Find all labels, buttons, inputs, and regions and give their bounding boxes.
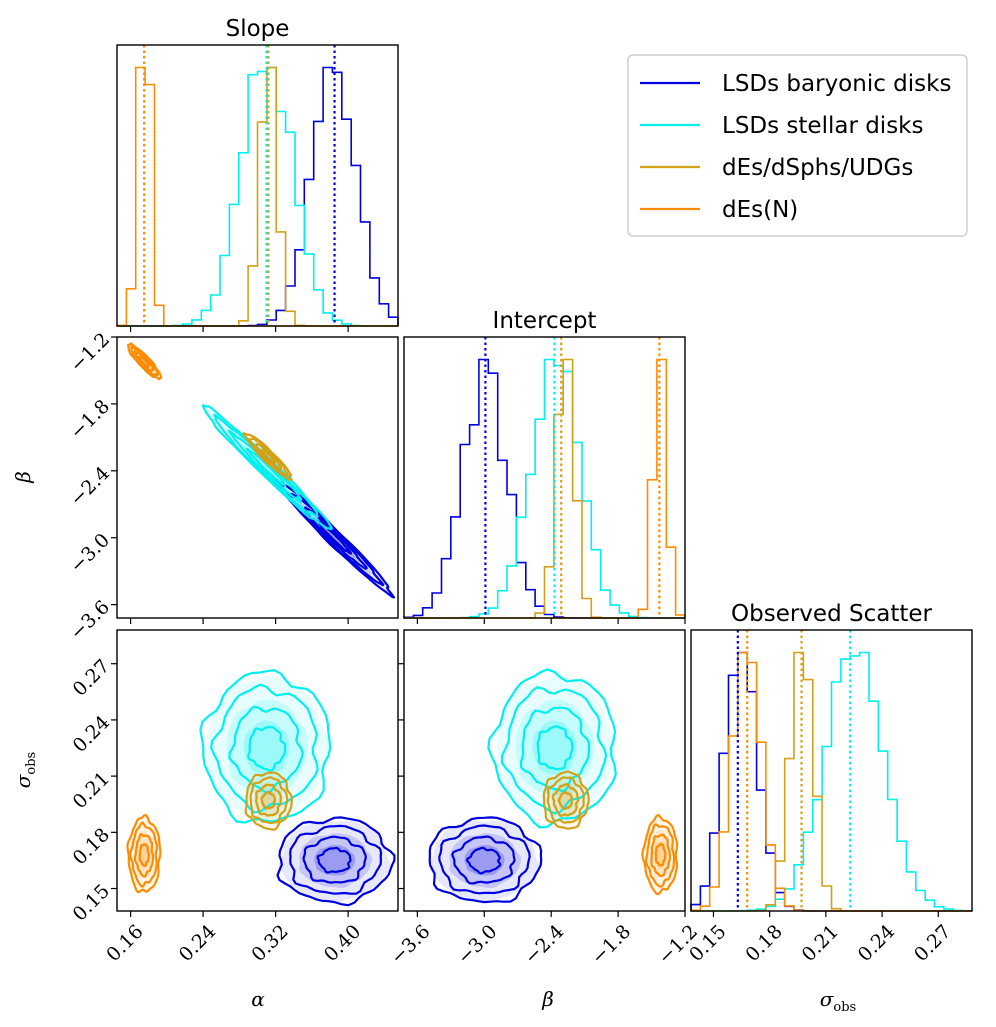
contour-1-3-1 xyxy=(129,821,158,888)
xtick-label-sigma_obs-4: 0.27 xyxy=(910,921,955,966)
legend-label-2: dEs/dSphs/UDGs xyxy=(722,155,913,181)
ylabel-beta: β xyxy=(11,471,35,484)
title-sigma_obs: Observed Scatter xyxy=(731,601,932,627)
contour-0-3-0 xyxy=(127,342,163,381)
contour-2-3-2 xyxy=(650,833,671,877)
contours-2 xyxy=(428,668,679,904)
contour-2-3-1 xyxy=(645,823,676,888)
contour-0-3-1 xyxy=(130,345,159,377)
ytick-label-sigma_obs-2: 0.21 xyxy=(69,768,114,813)
contour-1-0-3 xyxy=(316,846,352,874)
contour-0-1-0 xyxy=(201,404,333,531)
title-alpha: Slope xyxy=(226,16,290,42)
contour-2-2-0 xyxy=(542,770,590,830)
legend-label-3: dEs(N) xyxy=(722,197,798,223)
contours-1 xyxy=(126,669,396,907)
legend-label-0: LSDs baryonic disks xyxy=(722,71,951,97)
contour-0-1-1 xyxy=(213,413,319,518)
contour-2-2-2 xyxy=(551,783,580,817)
contour-2-3-3 xyxy=(654,842,667,867)
xlabel-alpha: α xyxy=(251,987,265,1011)
contour-0-0-0 xyxy=(272,478,396,599)
contour-1-1-2 xyxy=(228,705,304,794)
xtick-label-alpha-3: 0.40 xyxy=(320,921,365,966)
xtick-label-alpha-1: 0.24 xyxy=(175,921,220,966)
contour-0-3-2 xyxy=(133,350,155,373)
legend-box xyxy=(627,54,968,237)
ytick-label-sigma_obs-1: 0.18 xyxy=(69,824,114,869)
ytick-label-sigma_obs-0: 0.15 xyxy=(69,880,114,925)
ytick-label-beta-4: −1.2 xyxy=(66,329,114,377)
xtick-label-beta-1: −3.0 xyxy=(453,921,501,969)
contour-1-2-2 xyxy=(255,783,282,817)
contour-1-1-0 xyxy=(199,669,332,824)
contour-0-2-1 xyxy=(247,437,289,477)
contour-0-2-2 xyxy=(255,442,283,470)
xtick-label-beta-3: −1.8 xyxy=(587,921,635,969)
contour-0-1-2 xyxy=(227,429,303,504)
contour-2-1-3 xyxy=(536,725,574,771)
xtick-label-alpha-2: 0.32 xyxy=(247,921,292,966)
panel-0-0 xyxy=(116,44,399,327)
contour-1-3-2 xyxy=(133,832,154,878)
contour-1-0-0 xyxy=(276,816,396,907)
contour-2-3-0 xyxy=(641,813,679,896)
contour-1-0-1 xyxy=(289,824,383,895)
panel-1-0 xyxy=(116,336,399,619)
contour-1-1-3 xyxy=(247,726,287,772)
contour-0-2-0 xyxy=(242,432,293,482)
xtick-label-beta-0: −3.6 xyxy=(386,921,434,969)
ytick-label-beta-3: −1.8 xyxy=(66,395,114,443)
panel-2-1 xyxy=(403,629,686,912)
xlabel-sigma: σobs xyxy=(820,987,856,1015)
contour-2-1-2 xyxy=(519,706,591,793)
hist-alpha-series-2 xyxy=(117,66,398,327)
contour-1-2-1 xyxy=(249,776,289,825)
xtick-label-sigma_obs-1: 0.18 xyxy=(741,921,786,966)
xtick-label-sigma_obs-3: 0.24 xyxy=(854,921,899,966)
xtick-label-sigma_obs-2: 0.21 xyxy=(798,921,843,966)
contour-2-1-0 xyxy=(487,668,617,829)
contour-1-2-3 xyxy=(260,790,276,810)
contour-2-2-3 xyxy=(557,790,574,810)
contour-0-0-2 xyxy=(303,506,368,570)
legend-label-1: LSDs stellar disks xyxy=(722,113,924,139)
contour-2-0-0 xyxy=(428,816,543,904)
contour-2-0-1 xyxy=(438,824,531,895)
contour-2-2-1 xyxy=(546,776,585,824)
contour-0-1-3 xyxy=(245,447,287,487)
ytick-label-beta-0: −3.6 xyxy=(66,596,114,644)
contour-1-3-3 xyxy=(138,843,150,867)
ylabel-sigma: σobs xyxy=(11,752,39,788)
legend: LSDs baryonic disks LSDs stellar disks dEs… xyxy=(627,54,968,237)
hist-sigma_obs-series-1 xyxy=(691,651,973,912)
contour-1-2-0 xyxy=(244,771,293,831)
contour-0-2-3 xyxy=(260,448,277,464)
panel-2-2 xyxy=(690,629,973,912)
contour-2-0-2 xyxy=(451,835,516,885)
ytick-label-beta-2: −2.4 xyxy=(66,462,114,510)
density-2 xyxy=(429,675,677,903)
ytick-label-beta-1: −3.0 xyxy=(66,529,114,577)
contour-2-0-3 xyxy=(465,846,502,875)
contour-0-3-3 xyxy=(138,355,150,368)
xtick-label-alpha-0: 0.16 xyxy=(102,921,147,966)
contour-1-3-0 xyxy=(126,814,162,894)
xlabel-beta: β xyxy=(541,987,554,1011)
contour-1-0-2 xyxy=(302,835,367,884)
ytick-label-sigma_obs-3: 0.24 xyxy=(69,711,114,756)
ytick-label-sigma_obs-4: 0.27 xyxy=(69,655,114,700)
panel-1-1 xyxy=(403,336,686,619)
contours-0 xyxy=(127,342,396,599)
density-1 xyxy=(128,675,391,903)
xtick-label-beta-2: −2.4 xyxy=(520,921,568,969)
panel-2-0 xyxy=(116,629,399,912)
title-beta: Intercept xyxy=(493,308,597,334)
